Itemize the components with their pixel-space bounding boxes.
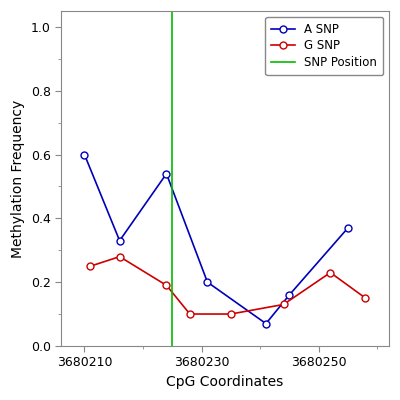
A SNP — [287, 292, 292, 297]
Legend: A SNP, G SNP, SNP Position: A SNP, G SNP, SNP Position — [265, 17, 383, 75]
A SNP — [205, 280, 210, 284]
A SNP — [164, 171, 169, 176]
Line: A SNP: A SNP — [81, 151, 351, 327]
G SNP — [228, 312, 233, 316]
G SNP — [281, 302, 286, 307]
A SNP — [346, 226, 350, 230]
Y-axis label: Methylation Frequency: Methylation Frequency — [11, 99, 25, 258]
A SNP — [264, 321, 268, 326]
A SNP — [117, 238, 122, 243]
G SNP — [363, 296, 368, 300]
G SNP — [88, 264, 93, 269]
X-axis label: CpG Coordinates: CpG Coordinates — [166, 375, 284, 389]
Line: G SNP: G SNP — [87, 253, 369, 318]
G SNP — [164, 283, 169, 288]
G SNP — [117, 254, 122, 259]
G SNP — [188, 312, 192, 316]
G SNP — [328, 270, 333, 275]
A SNP — [82, 152, 87, 157]
